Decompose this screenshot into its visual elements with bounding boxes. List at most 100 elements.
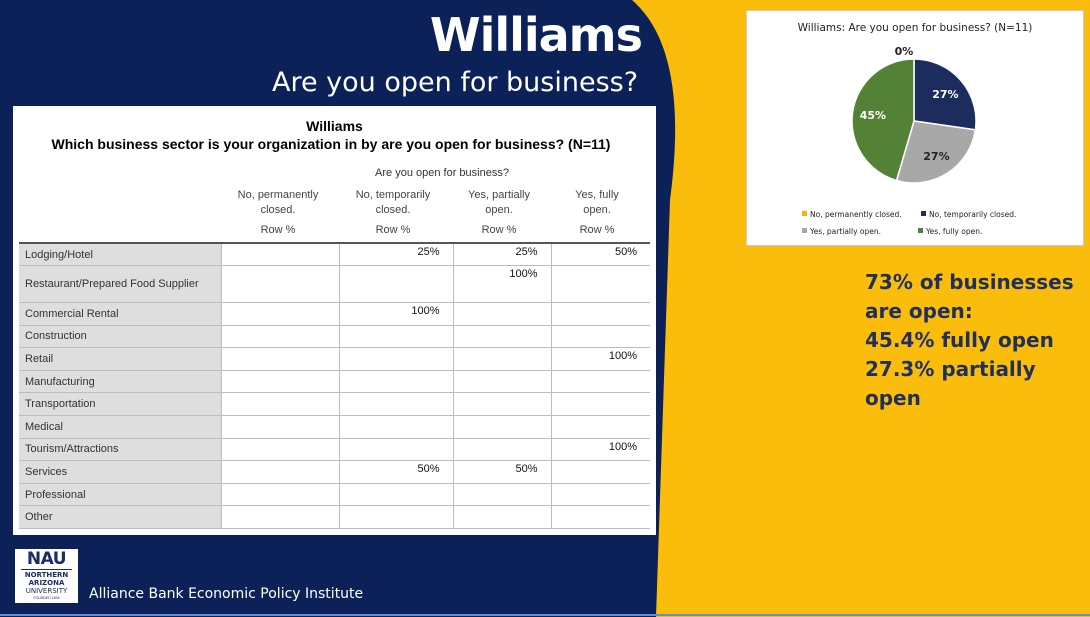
row-label: Professional [19, 483, 221, 507]
org-name: Alliance Bank Economic Policy Institute [89, 586, 364, 602]
crosstab-title: Williams [306, 118, 363, 134]
data-label: 0% [895, 45, 914, 58]
table-cell [220, 460, 339, 484]
table-cell [220, 392, 339, 417]
legend-label: No, temporarily closed. [929, 210, 1017, 219]
table-cell [452, 325, 551, 349]
column-header-line: No, temporarily [355, 189, 431, 201]
legend-swatch [802, 211, 807, 216]
table-cell: 100% [338, 302, 453, 326]
row-label: Tourism/Attractions [19, 438, 221, 462]
column-header-line: open. [583, 204, 611, 216]
column-header: No, permanently closed. [227, 188, 329, 218]
pie-slice [913, 58, 977, 131]
legend-label: Yes, partially open. [810, 227, 882, 236]
legend-label: Yes, fully open. [926, 227, 983, 236]
table-cell: 100% [550, 347, 650, 371]
table-cell [550, 460, 650, 484]
row-label: Services [19, 460, 221, 484]
table-row: Manufacturing [19, 370, 650, 394]
table-row: Professional [19, 483, 650, 507]
table-cell [452, 347, 551, 371]
table-cell: 50% [338, 460, 453, 484]
crosstab-question: Which business sector is your organizati… [51, 136, 611, 152]
crosstab-panel: Williams Which business sector is your o… [13, 106, 656, 535]
table-cell: 100% [452, 265, 551, 304]
data-label: 27% [923, 150, 949, 163]
column-header-line: Yes, partially [468, 189, 530, 201]
row-label: Lodging/Hotel [19, 242, 221, 267]
legend-item: No, permanently closed. [802, 210, 902, 219]
logo-line: UNIVERSITY [25, 587, 68, 595]
table-cell [220, 347, 339, 371]
slide-subtitle: Are you open for business? [272, 67, 639, 98]
table-row: Services 50% 50% [19, 460, 650, 484]
logo-line: ARIZONA [28, 579, 65, 587]
column-unit: Row % [375, 224, 411, 236]
legend-label: No, permanently closed. [810, 210, 902, 219]
table-cell [338, 347, 453, 371]
table-cell [550, 392, 650, 417]
table-cell [338, 415, 453, 439]
table-row: Other [19, 505, 650, 530]
table-row: Medical [19, 415, 650, 439]
table-cell [338, 325, 453, 349]
table-cell [338, 370, 453, 394]
table-cell [452, 438, 551, 462]
slide-title: Williams [429, 8, 643, 62]
table-cell: 25% [338, 242, 453, 267]
table-cell [220, 370, 339, 394]
table-cell [220, 483, 339, 507]
table-cell [338, 505, 453, 530]
column-unit: Row % [481, 224, 517, 236]
row-label: Construction [19, 325, 221, 349]
table-cell: 100% [550, 438, 650, 462]
table-cell [550, 325, 650, 349]
table-cell [550, 370, 650, 394]
table-cell [220, 505, 339, 530]
table-row: Construction [19, 325, 650, 349]
table-row: Restaurant/Prepared Food Supplier 100% [19, 265, 650, 304]
table-row: Commercial Rental 100% [19, 302, 650, 326]
table-cell [220, 242, 339, 267]
table-cell [220, 302, 339, 326]
table-cell [452, 415, 551, 439]
callout-text: 73% of businesses are open: 45.4% fully … [865, 268, 1085, 413]
legend-swatch [918, 228, 923, 233]
pie-slice [895, 120, 977, 184]
column-header: Yes, partially open. [453, 188, 545, 218]
column-header: No, temporarily closed. [343, 188, 443, 218]
column-unit: Row % [579, 224, 615, 236]
table-cell [452, 392, 551, 417]
callout-line: 45.4% fully open [865, 328, 1054, 352]
callout-line: are open: [865, 299, 973, 323]
table-cell: 25% [452, 242, 551, 267]
column-header: Yes, fully open. [551, 188, 643, 218]
table-cell [338, 265, 453, 304]
table-cell [550, 265, 650, 304]
pie-slice [851, 58, 915, 182]
table-row: Retail 100% [19, 347, 650, 371]
logo-mark: NAU [26, 549, 67, 569]
data-label: 27% [932, 88, 958, 101]
column-group-header: Are you open for business? [375, 167, 509, 179]
row-label: Transportation [19, 392, 221, 417]
table-row: Lodging/Hotel 25% 25% 50% [19, 242, 650, 267]
table-cell [550, 415, 650, 439]
column-header-line: Yes, fully [575, 189, 619, 201]
legend-swatch [802, 228, 807, 233]
pie-chart: 0% 27% 27% 45% [851, 45, 977, 184]
column-unit: Row % [260, 224, 296, 236]
column-header-line: No, permanently [237, 189, 319, 201]
table-cell [550, 302, 650, 326]
table-cell [220, 265, 339, 304]
table-cell [338, 438, 453, 462]
table-cell [452, 505, 551, 530]
callout-line: 73% of businesses [865, 270, 1074, 294]
legend-item: No, temporarily closed. [921, 210, 1016, 219]
row-label: Manufacturing [19, 370, 221, 394]
table-cell: 50% [452, 460, 551, 484]
table-cell [550, 483, 650, 507]
crosstab-table: Lodging/Hotel 25% 25% 50% Restaurant/Prepare… [19, 242, 650, 530]
table-cell: 50% [550, 242, 650, 267]
